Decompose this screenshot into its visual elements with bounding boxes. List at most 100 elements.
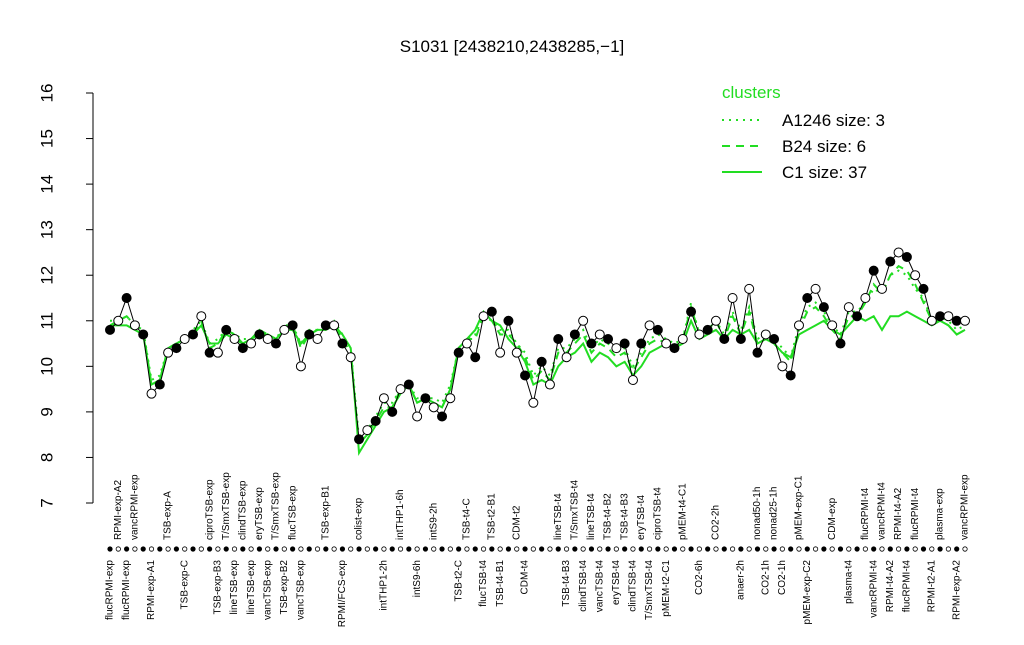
x-tick-label: lineTSB-exp xyxy=(229,560,240,615)
x-tick-label: vancTSB-exp xyxy=(262,560,273,620)
sample-point xyxy=(287,320,298,331)
sample-point xyxy=(935,311,946,322)
sample-point xyxy=(918,283,929,294)
sample-point xyxy=(204,347,215,358)
x-tick-label: flucRPMI-t4 xyxy=(902,560,913,613)
sample-point xyxy=(138,329,149,340)
x-tick-label: T/SmxTSB-exp xyxy=(271,472,282,540)
x-tick-label: pMEM-t4-C1 xyxy=(677,483,688,540)
rug-dot xyxy=(422,546,429,552)
rug-dot xyxy=(265,546,271,552)
rug-dot xyxy=(331,546,337,552)
sample-point xyxy=(694,329,705,340)
x-tick-label: pMEM-exp-C1 xyxy=(794,475,805,540)
sample-point xyxy=(868,265,879,276)
x-tick-label: ciproTSB-t4 xyxy=(653,487,664,540)
sample-point xyxy=(777,361,788,372)
rug-dot xyxy=(746,546,752,552)
sample-point xyxy=(769,334,780,344)
rug-dot xyxy=(929,546,935,552)
x-tick-label: flucRPMI-exp xyxy=(121,560,132,620)
sample-point xyxy=(901,252,912,262)
sample-point xyxy=(553,334,564,344)
sample-point xyxy=(121,293,132,303)
rug-dot xyxy=(622,546,628,552)
x-tick-label: T/SmxTSB-exp xyxy=(221,472,232,540)
sample-point xyxy=(445,393,456,404)
x-tick-label: flucRPMI-t4 xyxy=(860,487,871,540)
rug-dot xyxy=(613,546,619,552)
sample-point xyxy=(437,411,448,422)
rug-dot xyxy=(846,546,852,552)
x-tick-label: TSB-exp-C xyxy=(179,560,190,609)
sample-point xyxy=(495,347,506,358)
x-tick-label: eryTSB-t4 xyxy=(636,495,647,540)
x-tick-label: TSB-exp-B3 xyxy=(213,560,224,615)
sample-point xyxy=(188,329,199,340)
rug-dot xyxy=(638,546,644,552)
rug-dot xyxy=(646,546,653,552)
sample-point xyxy=(179,334,190,344)
legend-title: clusters xyxy=(722,83,781,102)
rug-dot xyxy=(530,546,536,552)
sample-point xyxy=(802,293,813,303)
sample-point xyxy=(943,311,954,322)
rug-dot xyxy=(829,546,835,552)
legend-label: C1 size: 37 xyxy=(782,163,867,182)
sample-point xyxy=(893,247,904,258)
x-tick-label: anaer-2h xyxy=(736,560,747,600)
rug-dot xyxy=(655,546,661,552)
rug-dot xyxy=(323,546,329,552)
rug-dot xyxy=(729,546,736,552)
sample-point xyxy=(420,393,431,404)
sample-point xyxy=(843,302,854,313)
sample-point xyxy=(719,334,730,344)
rug-dot xyxy=(414,546,420,552)
sample-point xyxy=(486,306,497,317)
sample-point xyxy=(785,370,796,381)
x-tick-label: flucRPMI-t4 xyxy=(910,487,921,540)
rug-dot xyxy=(389,546,395,552)
y-tick-label: 8 xyxy=(37,453,56,462)
sample-point xyxy=(395,384,406,395)
sample-point xyxy=(644,320,655,331)
sample-point xyxy=(246,338,257,349)
x-tick-label: intS9-6h xyxy=(412,560,423,597)
rug-dot xyxy=(157,546,163,552)
sample-point xyxy=(229,334,240,344)
sample-point xyxy=(835,338,846,349)
sample-point xyxy=(329,320,340,331)
rug-dot xyxy=(464,546,470,552)
x-tick-label: eryTSB-t4 xyxy=(611,560,622,605)
sample-point xyxy=(221,324,232,335)
rug-dot xyxy=(788,546,794,552)
x-tick-label: CO2-1h xyxy=(777,560,788,595)
sample-point xyxy=(627,375,638,385)
sample-point xyxy=(827,320,838,331)
rug-dot xyxy=(207,546,213,552)
rug-dot xyxy=(231,546,238,552)
rug-dot xyxy=(290,546,296,552)
y-tick-label: 10 xyxy=(37,357,56,376)
rug-dot xyxy=(356,546,362,552)
rug-dot xyxy=(397,546,404,552)
x-tick-label: TSB-exp-B1 xyxy=(320,485,331,540)
x-tick-label: flucTSB-exp xyxy=(287,485,298,540)
x-tick-label: pMEM-exp-C2 xyxy=(802,560,813,625)
y-tick-label: 9 xyxy=(37,407,56,416)
x-tick-label: T/SmxTSB-t4 xyxy=(569,480,580,540)
rug-dot xyxy=(771,546,777,552)
y-tick-label: 14 xyxy=(37,175,56,194)
x-tick-label: plasma-exp xyxy=(935,488,946,540)
rug-dot xyxy=(472,546,478,552)
sample-point xyxy=(885,256,896,267)
rug-dot xyxy=(779,546,785,552)
sample-point xyxy=(735,334,746,344)
sample-point xyxy=(520,370,531,381)
rug-dot xyxy=(588,546,595,552)
rug-dot xyxy=(563,546,570,552)
x-tick-label: lineTSB-t4 xyxy=(553,493,564,540)
sample-point xyxy=(652,324,663,335)
rug-dot xyxy=(489,546,495,552)
x-tick-label: ciproTSB-exp xyxy=(204,479,215,540)
